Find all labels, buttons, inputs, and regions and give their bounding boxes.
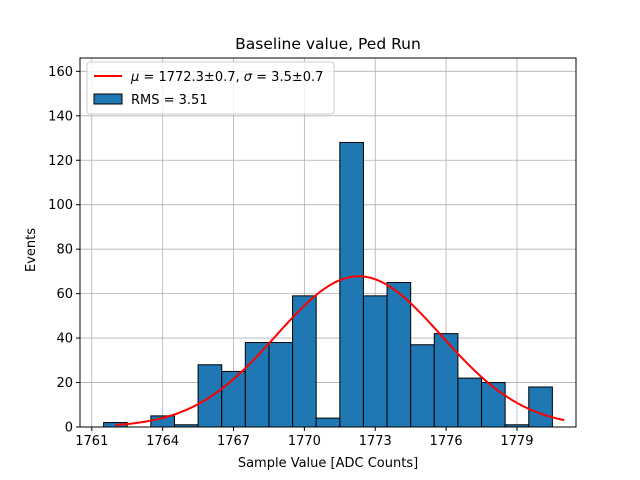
histogram-bar	[362, 295, 388, 428]
legend-mu-value: = 1772.3±0.7,	[139, 70, 243, 85]
legend-mu-symbol: μ	[130, 70, 139, 85]
y-axis-ticks: 0 20 40 60 80 100 120 140 160	[48, 65, 80, 436]
x-tick-label: 1776	[430, 434, 463, 449]
histogram-bar	[197, 364, 223, 428]
x-tick-label: 1767	[217, 434, 250, 449]
legend-fit-label: μ = 1772.3±0.7, σ = 3.5±0.7	[130, 70, 323, 85]
x-tick-label: 1761	[75, 434, 108, 449]
chart-title: Baseline value, Ped Run	[235, 35, 421, 53]
y-tick-label: 60	[56, 287, 73, 302]
histogram-bar	[292, 295, 317, 428]
histogram-bar	[528, 386, 553, 428]
histogram-bar	[457, 377, 483, 428]
histogram-bar	[339, 141, 364, 428]
legend-sigma-value: = 3.5±0.7	[252, 70, 323, 85]
histogram-bar	[386, 282, 412, 428]
plot-area: 1761 1764 1767 1770 1773 1776 1779 0 20 40 60 80 10…	[48, 57, 577, 449]
histogram-bar	[410, 344, 435, 428]
histogram-bar	[433, 333, 459, 428]
x-tick-label: 1764	[146, 434, 179, 449]
y-tick-label: 80	[56, 243, 73, 258]
histogram-bar	[481, 382, 506, 428]
plot-frame	[79, 57, 577, 428]
x-tick-label: 1773	[359, 434, 392, 449]
histogram-bar	[315, 417, 341, 428]
legend-rms-label: RMS = 3.51	[131, 93, 208, 108]
legend-hist-swatch	[93, 93, 123, 105]
y-tick-label: 0	[65, 421, 73, 436]
legend: μ = 1772.3±0.7, σ = 3.5±0.7 RMS = 3.51	[86, 61, 335, 115]
gaussian-fit-curve	[115, 275, 565, 427]
x-axis-label: Sample Value [ADC Counts]	[238, 456, 418, 471]
y-tick-label: 100	[48, 198, 73, 213]
y-tick-label: 20	[56, 376, 73, 391]
y-tick-label: 160	[48, 65, 73, 80]
x-axis-ticks: 1761 1764 1767 1770 1773 1776 1779	[75, 427, 533, 449]
legend-box	[86, 61, 335, 115]
y-tick-label: 120	[48, 154, 73, 169]
x-tick-label: 1770	[288, 434, 321, 449]
x-tick-label: 1779	[500, 434, 533, 449]
y-axis-label: Events	[24, 228, 39, 272]
legend-sigma-symbol: σ	[244, 70, 253, 85]
histogram-bar	[268, 342, 294, 428]
y-tick-label: 40	[56, 332, 73, 347]
y-tick-label: 140	[48, 109, 73, 124]
